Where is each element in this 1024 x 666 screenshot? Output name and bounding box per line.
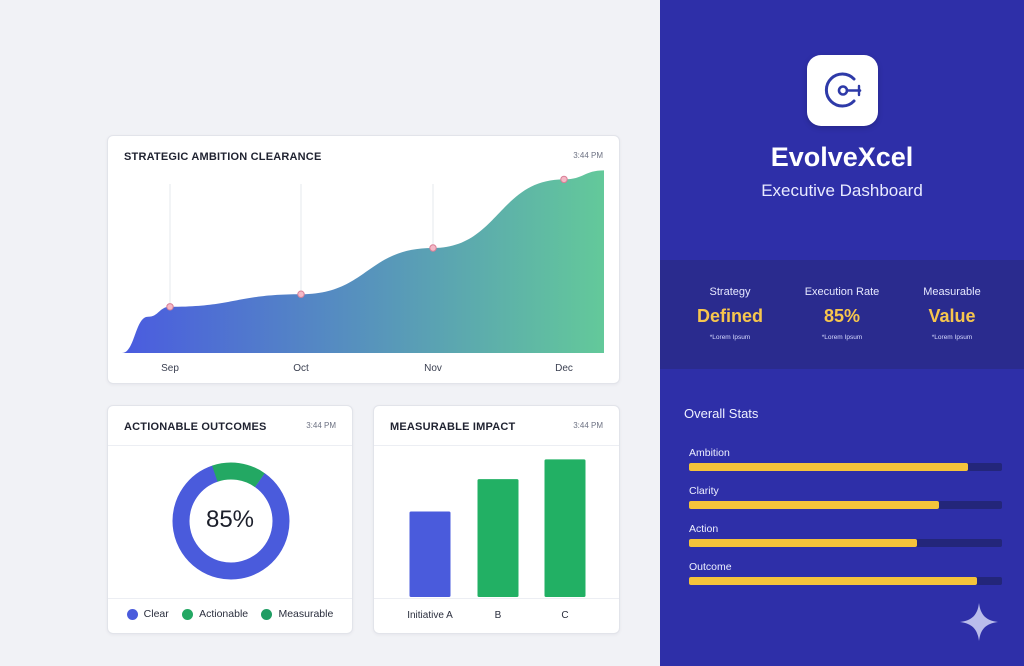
- data-point-dec: [560, 175, 568, 184]
- stat-action: Action: [689, 523, 1002, 547]
- actionable-outcomes-card: ACTIONABLE OUTCOMES 3:44 PM 85% Clear Ac…: [107, 405, 353, 634]
- bar-tick-label: C: [561, 610, 569, 621]
- card-header: ACTIONABLE OUTCOMES 3:44 PM: [108, 406, 352, 446]
- header-divider: [108, 445, 352, 446]
- app-name: EvolveXcel: [770, 142, 914, 172]
- area-series-fill: [122, 170, 604, 353]
- legend-label: Measurable: [278, 608, 334, 620]
- sparkle-icon: [960, 603, 998, 641]
- card-timestamp: 3:44 PM: [306, 421, 336, 430]
- card-header: STRATEGIC AMBITION CLEARANCE 3:44 PM: [108, 136, 619, 176]
- area-chart: [122, 170, 604, 353]
- donut-slice-actionable: [172, 462, 290, 580]
- bar-initiative-a: [409, 511, 451, 597]
- stat-progress-track: [689, 501, 1002, 509]
- kpi-note: *Lorem Ipsum: [931, 334, 973, 341]
- kpi-value: Defined: [696, 306, 763, 326]
- kpi-band: Strategy Defined *Lorem Ipsum Execution …: [660, 260, 1024, 369]
- kpi-execution-rate: Execution Rate 85% *Lorem Ipsum: [787, 286, 897, 341]
- stat-progress-fill: [689, 539, 918, 547]
- x-tick-label: Sep: [161, 363, 179, 374]
- legend-item-clear: Clear: [126, 608, 169, 620]
- stat-label: Ambition: [689, 447, 730, 459]
- stat-progress-fill: [689, 577, 977, 585]
- card-title: ACTIONABLE OUTCOMES: [124, 421, 267, 433]
- legend-dot-icon: [126, 608, 138, 620]
- stat-label: Outcome: [689, 561, 732, 573]
- kpi-note: *Lorem Ipsum: [821, 334, 863, 341]
- legend-item-actionable: Actionable: [182, 608, 248, 620]
- stat-progress-fill: [689, 501, 940, 509]
- bar-tick-label: Initiative A: [407, 610, 453, 621]
- x-tick-label: Nov: [424, 363, 442, 374]
- measurable-impact-card: MEASURABLE IMPACT 3:44 PM Initiative A B C: [373, 405, 620, 634]
- header-divider: [374, 445, 619, 446]
- stat-label: Clarity: [689, 485, 719, 497]
- donut-chart: [172, 462, 290, 580]
- data-point-nov: [429, 244, 437, 252]
- stat-clarity: Clarity: [689, 485, 1002, 509]
- kpi-value: 85%: [823, 306, 861, 326]
- axis-divider: [374, 598, 619, 599]
- legend-divider: [108, 598, 352, 599]
- bar-chart: [409, 459, 586, 597]
- kpi-strategy: Strategy Defined *Lorem Ipsum: [675, 286, 785, 341]
- stat-outcome: Outcome: [689, 561, 1002, 585]
- stat-label: Action: [689, 523, 719, 535]
- stat-progress-fill: [689, 463, 968, 471]
- card-header: MEASURABLE IMPACT 3:44 PM: [374, 406, 619, 446]
- legend-dot-icon: [261, 608, 273, 620]
- card-title: MEASURABLE IMPACT: [390, 421, 516, 433]
- card-timestamp: 3:44 PM: [573, 151, 603, 160]
- stat-progress-track: [689, 539, 1002, 547]
- bar-c: [544, 459, 586, 597]
- legend-label: Clear: [143, 608, 169, 620]
- target-gauge-icon: [807, 55, 878, 126]
- bar-b: [477, 479, 519, 597]
- donut-center-value: 85%: [205, 506, 255, 533]
- bar-tick-label: B: [494, 610, 502, 621]
- legend-dot-icon: [182, 608, 194, 620]
- strategic-ambition-card: STRATEGIC AMBITION CLEARANCE 3:44 PM Sep…: [107, 135, 620, 384]
- donut-legend: Clear Actionable Measurable: [108, 608, 352, 620]
- kpi-label: Strategy: [709, 286, 751, 298]
- x-tick-label: Dec: [555, 363, 573, 374]
- stat-ambition: Ambition: [689, 447, 1002, 471]
- summary-panel: EvolveXcel Executive Dashboard Strategy …: [660, 0, 1024, 666]
- card-title: STRATEGIC AMBITION CLEARANCE: [124, 151, 322, 163]
- stat-progress-track: [689, 463, 1002, 471]
- kpi-label: Execution Rate: [804, 286, 880, 298]
- card-timestamp: 3:44 PM: [573, 421, 603, 430]
- x-tick-label: Oct: [293, 363, 309, 374]
- data-point-oct: [297, 290, 305, 298]
- data-point-sep: [166, 303, 174, 311]
- legend-label: Actionable: [199, 608, 249, 620]
- stat-progress-track: [689, 577, 1002, 585]
- kpi-label: Measurable: [923, 286, 981, 298]
- kpi-measurable: Measurable Value *Lorem Ipsum: [897, 286, 1007, 341]
- app-subtitle: Executive Dashboard: [761, 181, 923, 200]
- kpi-value: Value: [928, 306, 976, 326]
- legend-item-measurable: Measurable: [261, 608, 333, 620]
- stats-title: Overall Stats: [684, 406, 759, 421]
- kpi-note: *Lorem Ipsum: [709, 334, 751, 341]
